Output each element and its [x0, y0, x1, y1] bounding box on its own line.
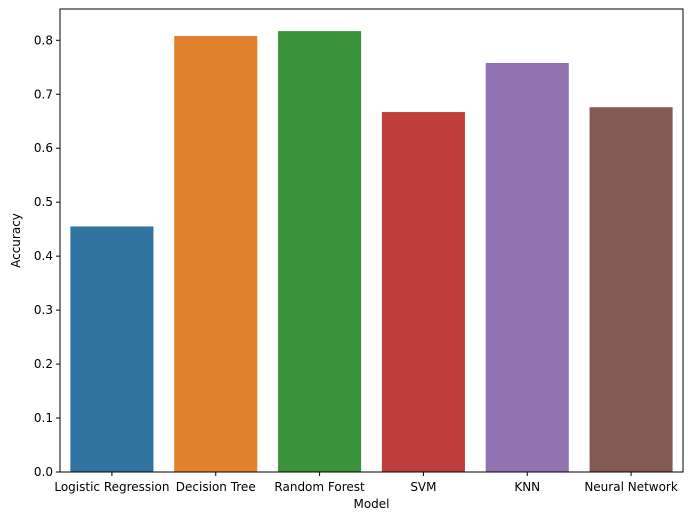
x-tick-label: Logistic Regression: [54, 480, 169, 494]
y-tick-label: 0.8: [34, 33, 53, 47]
plot-frame: [59, 8, 684, 473]
x-axis-ticks: Logistic Regression Decision Tree Random F…: [54, 472, 678, 494]
y-tick-label: 0.6: [34, 141, 53, 155]
bar-svm: [381, 112, 465, 473]
x-tick-label: Decision Tree: [176, 480, 256, 494]
y-tick-label: 0.4: [34, 249, 53, 263]
bar-random-forest: [278, 31, 362, 473]
x-tick-label: SVM: [410, 480, 436, 494]
bar-decision-tree: [174, 35, 258, 472]
y-tick-label: 0.7: [34, 87, 53, 101]
y-tick-label: 0.1: [34, 411, 53, 425]
x-axis-label: Model: [353, 497, 389, 511]
y-axis-ticks: 0.0 0.1 0.2 0.3 0.4 0.5 0.6 0.7 0.8: [34, 33, 60, 479]
y-tick-label: 0.0: [34, 465, 53, 479]
y-tick-label: 0.2: [34, 357, 53, 371]
bars-group: [70, 31, 673, 473]
bar-logistic-regression: [70, 226, 154, 472]
x-tick-label: Neural Network: [584, 480, 678, 494]
y-axis-label: Accuracy: [9, 213, 23, 268]
y-tick-label: 0.3: [34, 303, 53, 317]
bar-neural-network: [589, 107, 673, 472]
y-tick-label: 0.5: [34, 195, 53, 209]
x-tick-label: KNN: [514, 480, 540, 494]
bar-knn: [485, 62, 569, 472]
x-tick-label: Random Forest: [274, 480, 365, 494]
